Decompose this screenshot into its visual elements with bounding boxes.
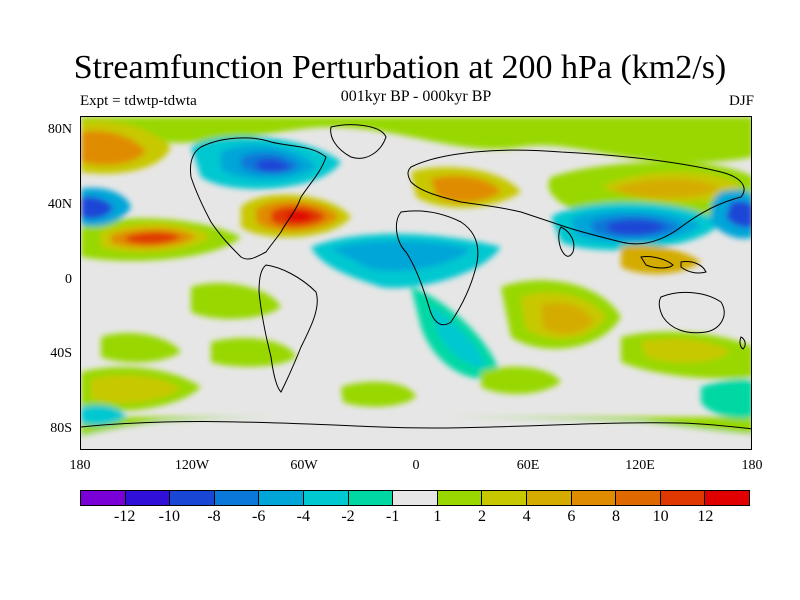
- lat-label-0: 0: [65, 272, 72, 287]
- colorbar-label: -2: [341, 508, 355, 525]
- colorbar-box-2: [170, 491, 215, 505]
- plot-title: Streamfunction Perturbation at 200 hPa (…: [73, 49, 727, 86]
- colorbar-label: 1: [433, 508, 442, 525]
- lon-label-180w: 180: [69, 458, 91, 473]
- colorbar-box-11: [571, 491, 617, 505]
- colorbar-label: -12: [113, 508, 136, 525]
- lon-label-60e: 60E: [516, 458, 540, 473]
- colorbar-box-4: [259, 491, 304, 505]
- colorbar-label: -6: [251, 508, 266, 525]
- colorbar-label: 6: [567, 508, 576, 525]
- colorbar-label: 2: [478, 508, 486, 525]
- lon-label-60w: 60W: [290, 458, 318, 473]
- colorbar-label: 4: [522, 508, 531, 525]
- lon-label-120w: 120W: [174, 458, 210, 473]
- colorbar-label: -10: [158, 508, 180, 525]
- colorbar-box-9: [482, 491, 527, 505]
- experiment-label: Expt = tdwtp-tdwta: [80, 93, 197, 109]
- lon-label-120e: 120E: [625, 458, 655, 473]
- colorbar-box-3: [214, 491, 260, 505]
- colorbar-label: -1: [385, 508, 400, 525]
- lat-label-40n: 40N: [47, 197, 72, 212]
- colorbar-box-6: [348, 491, 394, 505]
- plot-subtitle: 001kyr BP - 000kyr BP: [340, 88, 492, 105]
- colorbar-box-13: [660, 491, 706, 505]
- colorbar-label: -8: [207, 508, 221, 525]
- colorbar-label: 10: [652, 508, 669, 525]
- colorbar-box-0: [81, 491, 126, 505]
- colorbar-label: 12: [697, 508, 714, 525]
- colorbar-box-10: [526, 491, 572, 505]
- colorbar: [80, 490, 750, 506]
- lat-label-80n: 80N: [47, 122, 72, 137]
- colorbar-box-1: [125, 491, 171, 505]
- coastlines: [81, 124, 751, 430]
- colorbar-box-12: [616, 491, 661, 505]
- colorbar-box-8: [437, 491, 483, 505]
- lat-label-40s: 40S: [50, 346, 72, 361]
- colorbar-label: -4: [296, 508, 310, 525]
- colorbar-box-14: [705, 491, 749, 505]
- season-label: DJF: [728, 93, 754, 109]
- colorbar-box-7: [393, 491, 438, 505]
- colorbar-label: 8: [612, 508, 620, 525]
- colorbar-box-5: [303, 491, 349, 505]
- field-shading: [81, 117, 751, 449]
- lat-label-80s: 80S: [50, 421, 72, 436]
- map-svg: [81, 117, 751, 449]
- lon-label-180e: 180: [741, 458, 763, 473]
- map-panel: [80, 116, 752, 450]
- lon-label-0: 0: [412, 458, 420, 473]
